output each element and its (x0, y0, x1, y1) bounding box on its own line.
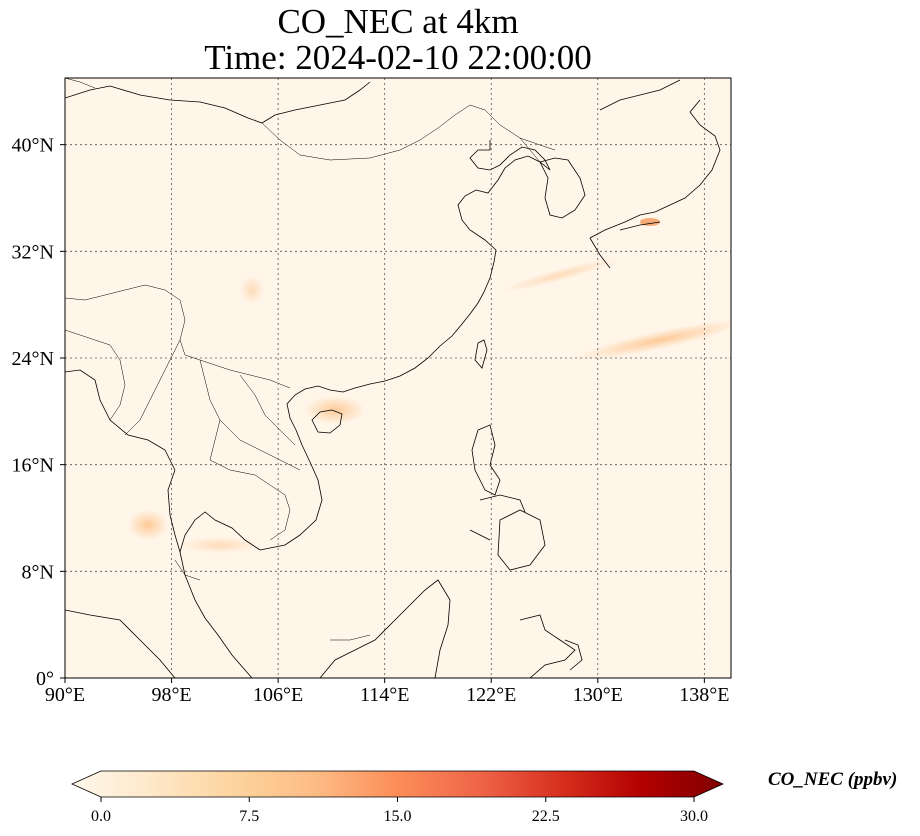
lon-tick-label: 122°E (466, 684, 516, 706)
border-malaysia (174, 559, 371, 641)
lat-tick-label: 24°N (12, 348, 54, 370)
border-north-korea (519, 137, 541, 163)
colorbar-tick-label: 15.0 (384, 808, 412, 825)
colorbar-tick-label: 0.0 (91, 808, 111, 825)
plume-yunnan (240, 276, 264, 304)
lat-tick-label: 8°N (22, 561, 54, 583)
colorbar-body (71, 770, 724, 798)
lon-tick-label: 138°E (679, 684, 729, 706)
coastline-japan (589, 99, 721, 239)
lon-tick-label: 114°E (360, 684, 409, 706)
lon-tick-label: 98°E (151, 684, 191, 706)
border-indochina (124, 339, 301, 541)
plume-thailand (128, 510, 168, 540)
colorbar: 0.0 7.5 15.0 22.5 30.0 (71, 770, 724, 825)
lon-tick-label: 106°E (253, 684, 303, 706)
lon-tick-label: 130°E (573, 684, 623, 706)
coastline-sulawesi (519, 614, 576, 678)
coastline-sumatra (65, 609, 176, 678)
border-china-south (65, 284, 291, 389)
plume-taiwan-strait (502, 258, 618, 292)
coastline-borneo (319, 579, 451, 678)
colorbar-tick-label: 7.5 (239, 808, 259, 825)
coastline-halmahera (564, 639, 583, 671)
concentration-background (65, 78, 731, 678)
colorbar-label: CO_NEC (ppbv) (768, 769, 898, 790)
coastlines (65, 79, 721, 678)
coastline-hainan (311, 409, 343, 434)
borders (65, 78, 556, 641)
border-myanmar-india (65, 329, 126, 421)
plume-east-china-sea (576, 320, 731, 360)
title-line-2: Time: 2024-02-10 22:00:00 (204, 38, 592, 77)
coastline-vietnam (259, 429, 323, 551)
coastline-philippines-mindanao (497, 509, 546, 571)
gridlines (65, 78, 731, 678)
lat-axis: 0° 8°N 16°N 24°N 32°N 40°N (12, 135, 65, 690)
title-line-1: CO_NEC at 4km (277, 2, 519, 41)
coastline-japan-south (589, 221, 661, 269)
lat-tick-label: 16°N (12, 455, 54, 477)
coastline-russia (65, 81, 371, 124)
map-title: CO_NEC at 4km Time: 2024-02-10 22:00:00 (65, 4, 731, 76)
coastline-korea (539, 157, 586, 219)
border-china-mongolia (65, 78, 556, 161)
concentration-plumes (128, 218, 731, 553)
lon-axis: 90°E 98°E 106°E 114°E 122°E 130°E 138°E (45, 678, 729, 706)
plume-hainan (305, 396, 365, 424)
lat-tick-label: 0° (36, 668, 54, 690)
coastline-primorye (599, 79, 681, 111)
coastline-taiwan (474, 339, 488, 369)
border-laos-vietnam (239, 374, 296, 446)
coastline-philippines-visayas (469, 494, 526, 541)
coastline-philippines-luzon (471, 424, 501, 496)
colorbar-tick-label: 22.5 (532, 808, 560, 825)
coastline-china (286, 249, 497, 431)
plot-frame (64, 77, 732, 679)
lat-tick-label: 40°N (12, 135, 54, 157)
lon-tick-label: 90°E (45, 684, 85, 706)
lat-tick-label: 32°N (12, 241, 54, 263)
colorbar-tick-label: 30.0 (680, 808, 708, 825)
plot-area (65, 78, 731, 678)
colorbar-ticks: 0.0 7.5 15.0 22.5 30.0 (91, 797, 708, 825)
plume-cambodia (180, 537, 260, 553)
